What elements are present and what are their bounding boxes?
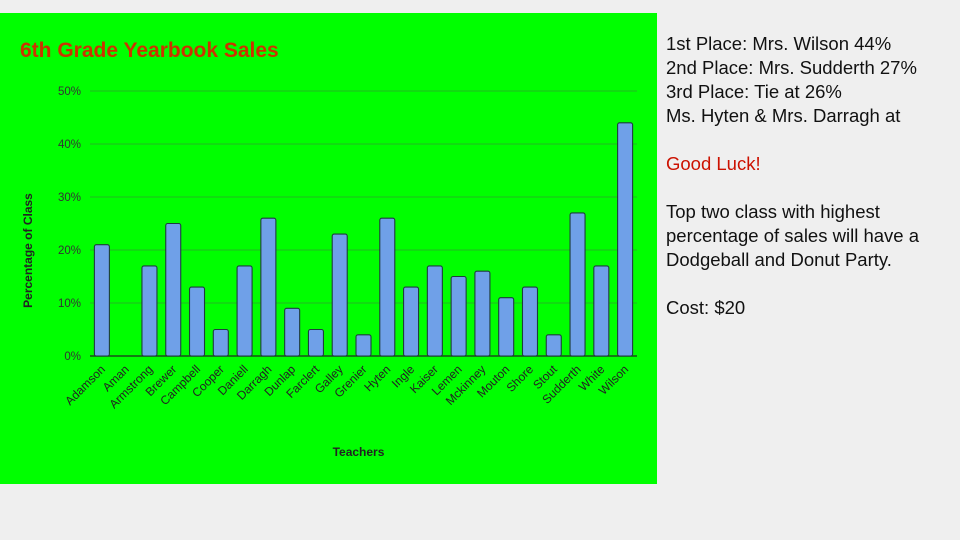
y-tick-label: 0% (64, 351, 81, 363)
bar (450, 275, 467, 357)
x-axis-title: Teachers (333, 445, 385, 459)
bar (236, 265, 253, 357)
bar (188, 286, 206, 357)
spacer (666, 176, 956, 200)
y-tick-label: 30% (58, 192, 81, 204)
bar (403, 286, 420, 357)
side-notes: 1st Place: Mrs. Wilson 44% 2nd Place: Mr… (666, 32, 956, 320)
bar (569, 212, 586, 357)
bar (474, 270, 491, 357)
bar (165, 222, 182, 357)
bar (93, 244, 110, 357)
bar (307, 328, 324, 357)
bar (141, 265, 158, 357)
bar (331, 233, 348, 357)
party-text-line-3: Dodgeball and Donut Party. (666, 249, 892, 270)
bar (260, 217, 277, 357)
chart-title: 6th Grade Yearbook Sales (20, 39, 279, 62)
second-place-text: 2nd Place: Mrs. Sudderth 27% (666, 57, 917, 78)
y-tick-label: 40% (58, 139, 81, 151)
bar (426, 265, 443, 357)
bar-chart: 0%10%20%30%40%50%AdamsonAmanArmstrongBre… (21, 86, 637, 459)
bar (521, 286, 539, 357)
bar (617, 122, 634, 357)
bar (284, 307, 301, 357)
good-luck-text: Good Luck! (666, 153, 761, 174)
chart-panel: 0% 10% 20% 30% 40% 50% Adamson Aman Armstrong Bre… (0, 13, 657, 484)
bar (593, 265, 610, 357)
y-axis-title: Percentage of Class (21, 193, 35, 308)
spacer (666, 128, 956, 152)
bar (355, 334, 372, 357)
bar (379, 217, 396, 357)
x-tick-label: Hyten (361, 362, 393, 394)
bar (212, 328, 229, 357)
x-tick-label: Shore (504, 362, 537, 395)
tie-names-text: Ms. Hyten & Mrs. Darragh at (666, 105, 901, 126)
party-text-line-2: percentage of sales will have a (666, 225, 919, 246)
bar (545, 334, 562, 357)
y-tick-label: 20% (58, 245, 81, 257)
y-tick-label: 50% (58, 86, 81, 98)
spacer (666, 272, 956, 296)
cost-text: Cost: $20 (666, 297, 746, 318)
party-text-line-1: Top two class with highest (666, 201, 880, 222)
y-tick-label: 10% (58, 298, 81, 310)
bar (498, 297, 515, 357)
first-place-text: 1st Place: Mrs. Wilson 44% (666, 33, 892, 54)
third-place-text: 3rd Place: Tie at 26% (666, 81, 842, 102)
